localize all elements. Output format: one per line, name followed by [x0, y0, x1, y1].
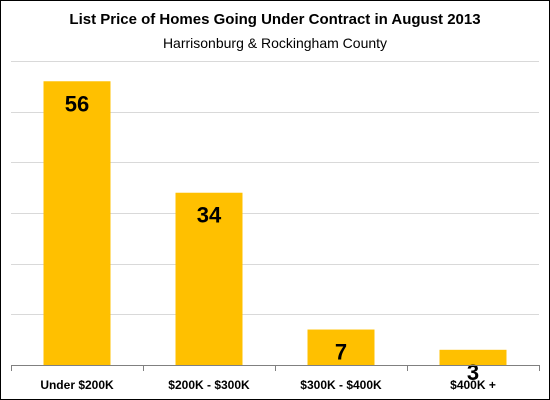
chart-title: List Price of Homes Going Under Contract…	[69, 11, 481, 28]
bar-2	[307, 329, 375, 365]
chart-subtitle: Harrisonburg & Rockingham County	[162, 35, 388, 51]
data-label-0: 56	[65, 91, 89, 116]
bar-3	[439, 349, 507, 365]
bar-1	[175, 192, 243, 365]
x-tick-label-0: Under $200K	[40, 378, 114, 392]
x-tick-label-3: $400K +	[450, 378, 496, 392]
x-tick-label-1: $200K - $300K	[168, 378, 250, 392]
data-label-3: 3	[467, 360, 479, 385]
x-tick-label-2: $300K - $400K	[300, 378, 382, 392]
bar-0	[43, 81, 111, 366]
data-label-1: 34	[197, 203, 222, 228]
data-label-2: 7	[335, 340, 347, 365]
